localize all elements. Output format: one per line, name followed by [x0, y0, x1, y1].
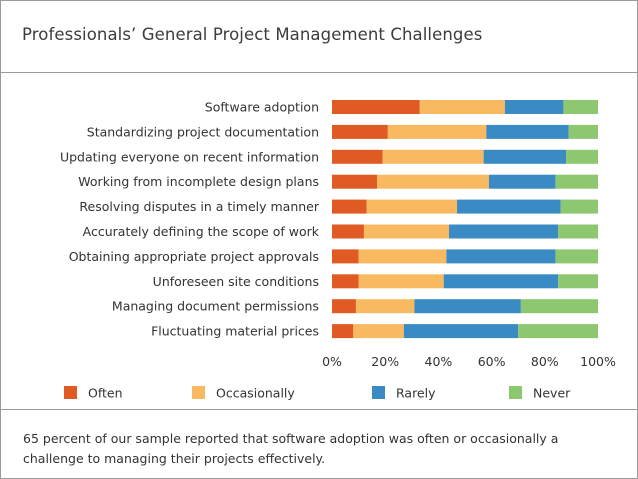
bar-segment-often — [332, 124, 388, 139]
stacked-bar-chart: Software adoption Standardizing project d… — [60, 100, 616, 401]
bar-segment-occasionally — [358, 274, 444, 289]
bar-segment-often — [332, 224, 364, 239]
bar-segment-often — [332, 324, 354, 339]
x-tick-label: 0% — [322, 354, 342, 369]
bar-segment-never — [558, 274, 598, 289]
bar-segment-often — [332, 100, 420, 114]
category-label: Accurately defining the scope of work — [83, 224, 320, 239]
bar-segment-never — [558, 224, 598, 239]
bar-segment-rarely — [403, 324, 519, 339]
bar-segment-occasionally — [363, 224, 450, 239]
bar-segment-never — [555, 249, 598, 264]
bar-segment-occasionally — [353, 324, 404, 339]
x-tick-label: 100% — [580, 354, 616, 369]
bar-segment-rarely — [443, 274, 559, 289]
x-tick-label: 40% — [425, 354, 453, 369]
bar-segment-occasionally — [382, 149, 484, 164]
legend-label-occasionally: Occasionally — [216, 386, 295, 401]
bar-segment-occasionally — [419, 100, 505, 114]
bar-segment-rarely — [414, 299, 521, 314]
legend-label-rarely: Rarely — [396, 386, 436, 401]
chart-title: Professionals’ General Project Managemen… — [22, 25, 483, 44]
legend-swatch-rarely — [372, 386, 385, 399]
bar-segment-occasionally — [387, 124, 487, 139]
bar-segment-rarely — [449, 224, 559, 239]
bar-segment-often — [332, 199, 367, 214]
bar-segment-occasionally — [377, 174, 489, 189]
bar-segment-often — [332, 274, 359, 289]
bar-segment-never — [566, 149, 598, 164]
bar-segment-often — [332, 149, 383, 164]
legend-label-often: Often — [88, 386, 123, 401]
bar-segment-rarely — [457, 199, 561, 214]
category-label: Managing document permissions — [112, 299, 319, 314]
bar-segment-occasionally — [358, 249, 447, 264]
bar-segment-rarely — [446, 249, 556, 264]
bar-segment-rarely — [483, 149, 567, 164]
bar-segment-rarely — [504, 100, 564, 114]
footer-note: 65 percent of our sample reported that s… — [23, 431, 559, 466]
bar-segment-never — [560, 199, 598, 214]
bar-segment-never — [568, 124, 598, 139]
bar-segment-occasionally — [355, 299, 415, 314]
category-label: Resolving disputes in a timely manner — [79, 199, 319, 214]
legend-swatch-often — [64, 386, 77, 399]
x-tick-label: 80% — [531, 354, 559, 369]
bar-segment-rarely — [486, 124, 569, 139]
category-label: Standardizing project documentation — [87, 124, 319, 139]
legend-swatch-occasionally — [192, 386, 205, 399]
bar-segment-never — [555, 174, 598, 189]
bar-segment-never — [520, 299, 598, 314]
legend-swatch-never — [509, 386, 522, 399]
bar-segment-often — [332, 299, 356, 314]
bar-segment-rarely — [488, 174, 556, 189]
bar-segment-often — [332, 249, 359, 264]
legend-label-never: Never — [533, 386, 571, 401]
category-label: Fluctuating material prices — [151, 324, 319, 339]
footer-divider — [1, 409, 637, 410]
x-tick-label: 20% — [371, 354, 399, 369]
bar-segment-never — [563, 100, 598, 114]
title-divider — [1, 72, 637, 73]
bar-segment-often — [332, 174, 378, 189]
category-label: Software adoption — [205, 100, 319, 115]
category-label: Working from incomplete design plans — [78, 174, 319, 189]
category-label: Updating everyone on recent information — [60, 149, 319, 164]
category-label: Obtaining appropriate project approvals — [69, 249, 319, 264]
bar-segment-occasionally — [366, 199, 458, 214]
x-tick-label: 60% — [478, 354, 506, 369]
bar-segment-never — [518, 324, 598, 339]
category-label: Unforeseen site conditions — [153, 274, 319, 289]
